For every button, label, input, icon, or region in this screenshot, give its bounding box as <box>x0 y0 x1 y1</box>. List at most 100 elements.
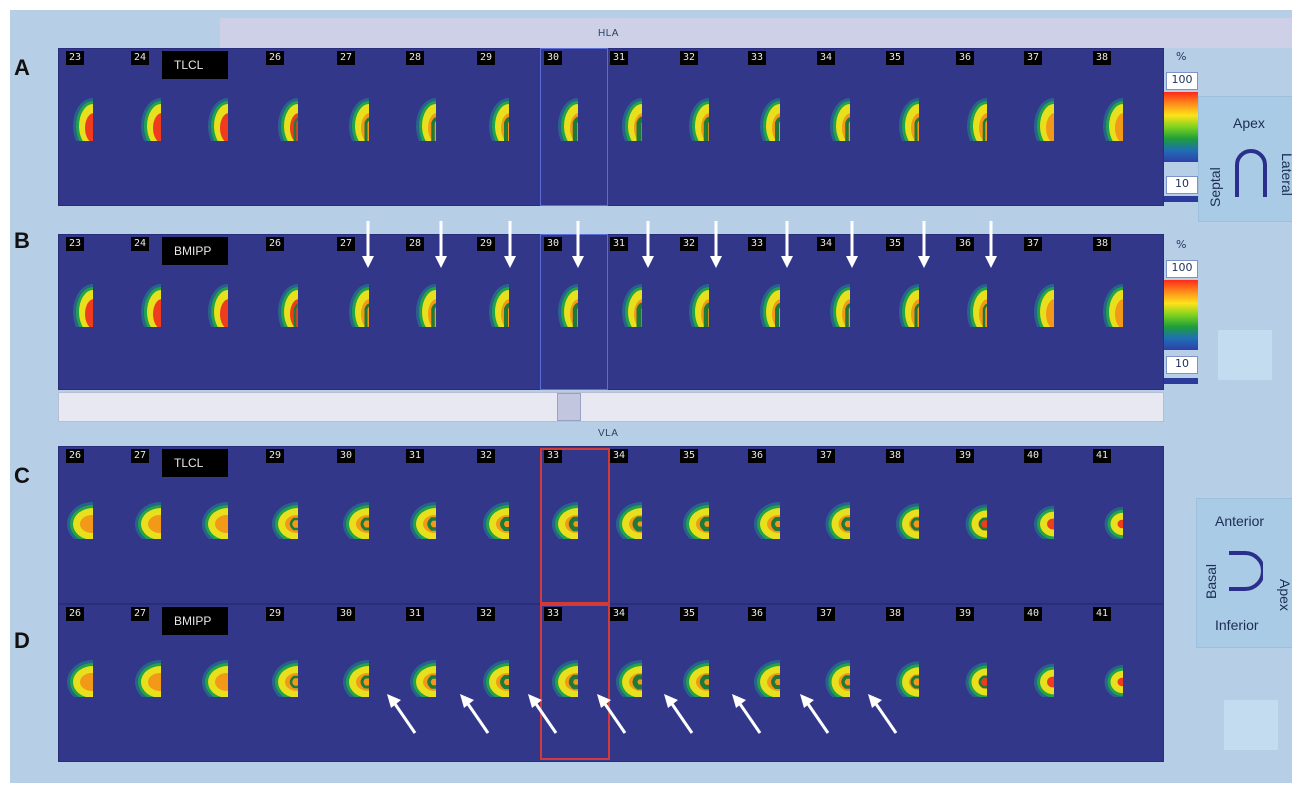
myocardium-slice-a-9 <box>689 98 709 141</box>
myocardium-slice-a-4 <box>349 98 369 141</box>
frame-number: 30 <box>544 51 562 65</box>
myocardium-slice-b-3 <box>278 284 298 327</box>
panel-letter-d: D <box>14 628 30 653</box>
down-arrow <box>846 221 858 268</box>
frame-number: 26 <box>266 237 284 251</box>
orient-apex: Apex <box>1233 115 1265 131</box>
panel-c-vla-tlcl-strip[interactable]: 26 27 29 30 31 32 33 34 35 36 37 38 39 40 41 TLCL <box>58 446 1164 604</box>
myocardium-slice-b-1 <box>141 284 161 327</box>
frame-number: 32 <box>680 51 698 65</box>
frame-number: 30 <box>544 237 562 251</box>
frame-number: 41 <box>1093 449 1111 463</box>
frame-number: 36 <box>956 51 974 65</box>
frame-number: 36 <box>956 237 974 251</box>
scale-min-bottom: 10 <box>1166 356 1198 374</box>
frame-number: 37 <box>1024 51 1042 65</box>
myocardium-slice-c-2 <box>202 502 228 539</box>
frame-number: 27 <box>131 449 149 463</box>
down-arrow <box>572 221 584 268</box>
vla-title: VLA <box>598 428 619 439</box>
scale-max-bottom: 100 <box>1166 260 1198 278</box>
diagonal-arrow <box>868 694 898 734</box>
c-shape-icon <box>1229 551 1263 591</box>
panel-letter-b: B <box>14 228 30 253</box>
frame-number: 29 <box>266 607 284 621</box>
myocardium-slice-b-11 <box>830 284 850 327</box>
down-arrow <box>362 221 374 268</box>
down-arrow <box>504 221 516 268</box>
myocardium-slice-a-1 <box>141 98 161 141</box>
panel-letter-a: A <box>14 55 30 80</box>
scale-unit-bottom: % <box>1176 238 1187 251</box>
frame-number: 35 <box>886 237 904 251</box>
myocardium-slice-c-13 <box>965 504 987 539</box>
orient-anterior: Anterior <box>1215 513 1265 529</box>
frame-number: 27 <box>337 51 355 65</box>
frame-number: 29 <box>477 51 495 65</box>
frame-number: 29 <box>266 449 284 463</box>
myocardium-slice-c-12 <box>896 503 919 539</box>
myocardium-slice-b-9 <box>689 284 709 327</box>
myocardium-slice-c-11 <box>825 502 850 539</box>
myocardium-slice-b-14 <box>1034 284 1054 327</box>
u-shape-icon <box>1235 149 1267 197</box>
frame-number: 33 <box>544 449 562 463</box>
frame-number: 31 <box>610 237 628 251</box>
slice-cursor[interactable] <box>540 234 608 390</box>
frame-number: 33 <box>544 607 562 621</box>
diagonal-arrow <box>528 694 558 734</box>
slice-cursor[interactable] <box>540 48 608 206</box>
down-arrow <box>781 221 793 268</box>
myocardium-slice-d-15 <box>1104 664 1123 697</box>
panel-a-hla-tlcl-strip[interactable]: 23 24 26 27 28 29 30 31 32 33 34 35 36 37 38 TLCL <box>58 48 1164 206</box>
myocardium-slice-d-13 <box>965 662 987 697</box>
frame-number: 37 <box>817 449 835 463</box>
frame-number: 38 <box>886 449 904 463</box>
myocardium-slice-c-1 <box>135 502 161 539</box>
frame-number: 41 <box>1093 607 1111 621</box>
myocardium-slice-d-0 <box>67 660 93 697</box>
myocardium-slice-a-12 <box>899 98 919 141</box>
myocardium-slice-c-4 <box>343 502 369 539</box>
scale-base-top <box>1164 196 1198 202</box>
panel-d-vla-bmipp-strip[interactable]: 26 27 29 30 31 32 33 34 35 36 37 38 39 40 41 BMIPP <box>58 604 1164 762</box>
myocardium-slice-b-4 <box>349 284 369 327</box>
myocardium-slice-b-12 <box>899 284 919 327</box>
slice-cursor[interactable] <box>540 604 610 760</box>
scale-unit-top: % <box>1176 50 1187 63</box>
frame-number: 38 <box>1093 237 1111 251</box>
frame-number: 38 <box>886 607 904 621</box>
frame-number: 36 <box>748 449 766 463</box>
frame-number: 23 <box>66 237 84 251</box>
myocardium-slice-b-7 <box>558 284 578 327</box>
scrollbar-thumb[interactable] <box>557 393 581 421</box>
myocardium-slice-c-6 <box>483 502 509 539</box>
tracer-label: BMIPP <box>162 607 228 635</box>
myocardium-slice-a-3 <box>278 98 298 141</box>
myocardium-slice-c-8 <box>616 502 642 539</box>
frame-number: 35 <box>886 51 904 65</box>
frame-number: 32 <box>680 237 698 251</box>
frame-number: 33 <box>748 51 766 65</box>
frame-number: 26 <box>66 449 84 463</box>
frame-number: 39 <box>956 449 974 463</box>
panel-b-hla-bmipp-strip[interactable]: 23 24 26 27 28 29 30 31 32 33 34 35 36 37 38 BMIPP <box>58 234 1164 390</box>
diagonal-arrow <box>732 694 762 734</box>
myocardium-slice-c-15 <box>1104 506 1123 539</box>
myocardium-slice-d-9 <box>683 660 709 697</box>
myocardium-slice-a-13 <box>967 98 987 141</box>
myocardium-slice-d-12 <box>896 661 919 697</box>
frame-number: 40 <box>1024 607 1042 621</box>
diagonal-arrow <box>800 694 830 734</box>
myocardium-slice-d-8 <box>616 660 642 697</box>
myocardium-slice-b-2 <box>208 284 228 327</box>
diagonal-arrow <box>387 694 417 734</box>
frame-number: 37 <box>817 607 835 621</box>
myocardium-slice-a-10 <box>760 98 780 141</box>
slice-cursor[interactable] <box>540 448 610 604</box>
hla-title: HLA <box>598 28 619 39</box>
myocardium-slice-a-2 <box>208 98 228 141</box>
myocardium-slice-b-8 <box>622 284 642 327</box>
frame-scrollbar[interactable] <box>58 392 1164 422</box>
frame-number: 34 <box>610 607 628 621</box>
